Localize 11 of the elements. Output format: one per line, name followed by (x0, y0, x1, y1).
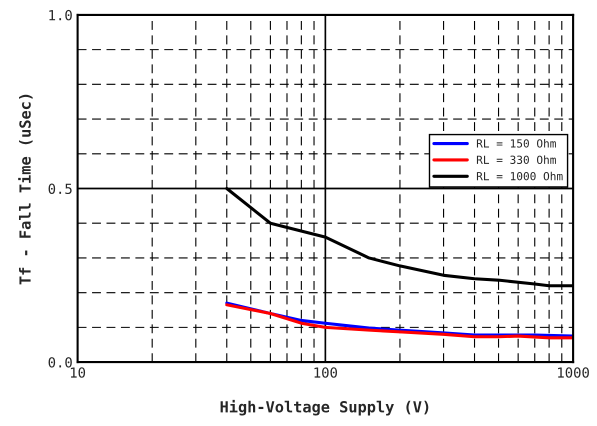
x-tick-label: 10 (70, 367, 86, 378)
legend-label: RL = 1000 Ohm (476, 172, 563, 180)
y-tick-label: 0.0 (48, 357, 72, 368)
x-tick-label: 1000 (558, 367, 589, 378)
legend-label: RL = 150 Ohm (476, 139, 556, 148)
y-tick-label: 1.0 (49, 10, 72, 20)
x-axis-title: High-Voltage Supply (V) (220, 400, 428, 416)
y-tick-label: 0.5 (48, 184, 72, 194)
y-axis-title: Tf - Fall Time (uSec) (18, 94, 33, 284)
x-tick-label: 100 (314, 367, 338, 378)
legend-label: RL = 330 Ohm (476, 155, 556, 164)
